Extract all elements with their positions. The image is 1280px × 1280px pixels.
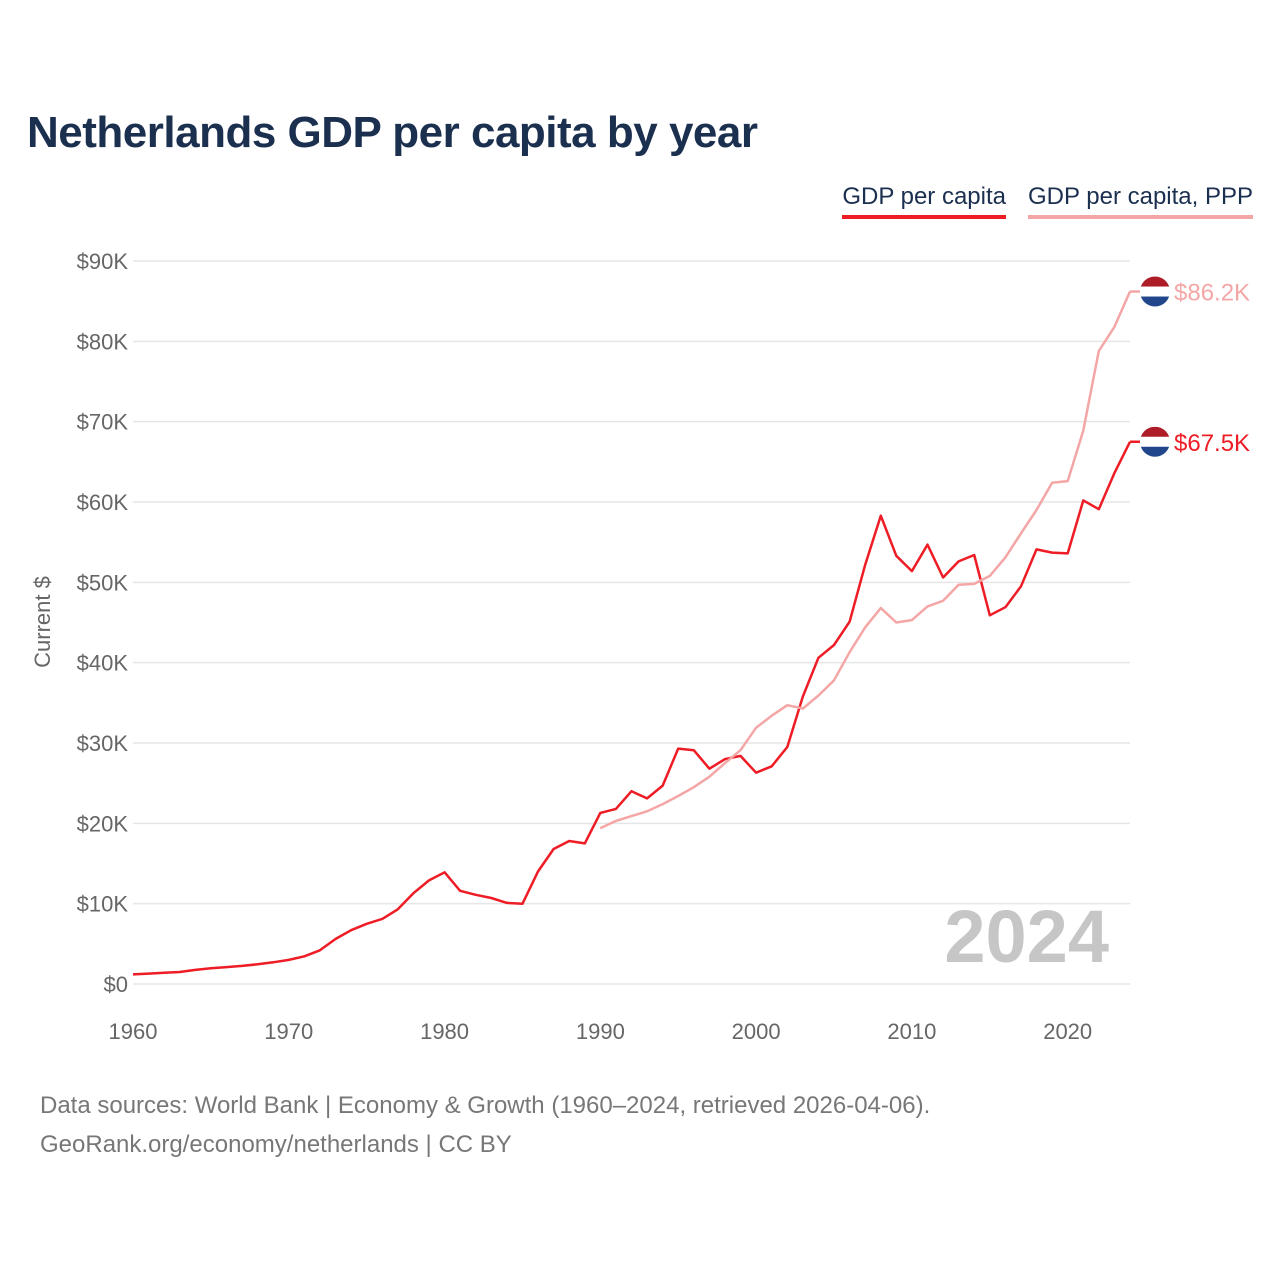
x-tick-label: 2010 <box>887 1019 936 1044</box>
footer: Data sources: World Bank | Economy & Gro… <box>40 1086 930 1164</box>
netherlands-flag-icon <box>1140 276 1170 307</box>
x-tick-label: 2000 <box>732 1019 781 1044</box>
legend-item-gdp[interactable]: GDP per capita <box>842 183 1006 219</box>
netherlands-flag-icon <box>1140 426 1170 457</box>
series-line-gdp[interactable] <box>132 441 1132 976</box>
x-tick-label: 1960 <box>109 1019 158 1044</box>
flag-stripe <box>1140 446 1170 457</box>
line-chart: $0 $10K $20K $30K $40K $50K $60K $70K $80K $90K 1… <box>30 249 1250 1044</box>
page-title: Netherlands GDP per capita by year <box>27 108 758 157</box>
series-lines <box>132 290 1140 976</box>
flag-stripe <box>1140 426 1170 438</box>
x-tick-label: 2020 <box>1043 1019 1092 1044</box>
y-tick-label: $60K <box>77 490 129 515</box>
y-axis-label: Current $ <box>30 576 55 668</box>
legend: GDP per capita GDP per capita, PPP <box>842 183 1253 219</box>
end-markers: $67.5K $86.2K <box>1140 276 1250 457</box>
y-tick-label: $20K <box>77 811 129 836</box>
legend-item-ppp[interactable]: GDP per capita, PPP <box>1028 183 1253 219</box>
y-tick-label: $10K <box>77 892 129 917</box>
x-axis: 1960 1970 1980 1990 2000 2010 2020 <box>109 1019 1093 1044</box>
end-label-gdp: $67.5K <box>1174 430 1250 457</box>
y-tick-label: $40K <box>77 651 129 676</box>
y-tick-label: $70K <box>77 410 129 435</box>
flag-stripe <box>1140 296 1170 307</box>
flag-stripe <box>1140 436 1170 448</box>
x-tick-label: 1990 <box>576 1019 625 1044</box>
x-tick-label: 1970 <box>264 1019 313 1044</box>
x-tick-label: 1980 <box>420 1019 469 1044</box>
year-watermark: 2024 <box>944 895 1109 978</box>
source-link[interactable]: GeoRank.org/economy/netherlands | CC BY <box>40 1131 512 1158</box>
flag-stripe <box>1140 286 1170 298</box>
end-label-ppp: $86.2K <box>1174 280 1250 307</box>
grid-lines <box>133 260 1130 985</box>
y-tick-label: $0 <box>104 972 128 997</box>
y-tick-label: $80K <box>77 329 129 354</box>
flag-stripe <box>1140 276 1170 288</box>
series-line-ppp[interactable] <box>599 290 1132 830</box>
y-axis: $0 $10K $20K $30K $40K $50K $60K $70K $80K $90K <box>77 249 129 997</box>
y-tick-label: $30K <box>77 731 129 756</box>
y-tick-label: $90K <box>77 249 129 274</box>
data-sources-text: Data sources: World Bank | Economy & Gro… <box>40 1092 931 1119</box>
y-tick-label: $50K <box>77 570 129 595</box>
